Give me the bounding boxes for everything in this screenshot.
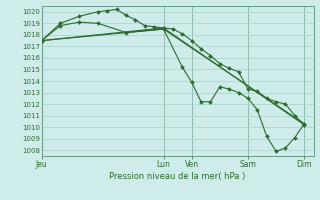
X-axis label: Pression niveau de la mer( hPa ): Pression niveau de la mer( hPa ) [109,172,246,181]
